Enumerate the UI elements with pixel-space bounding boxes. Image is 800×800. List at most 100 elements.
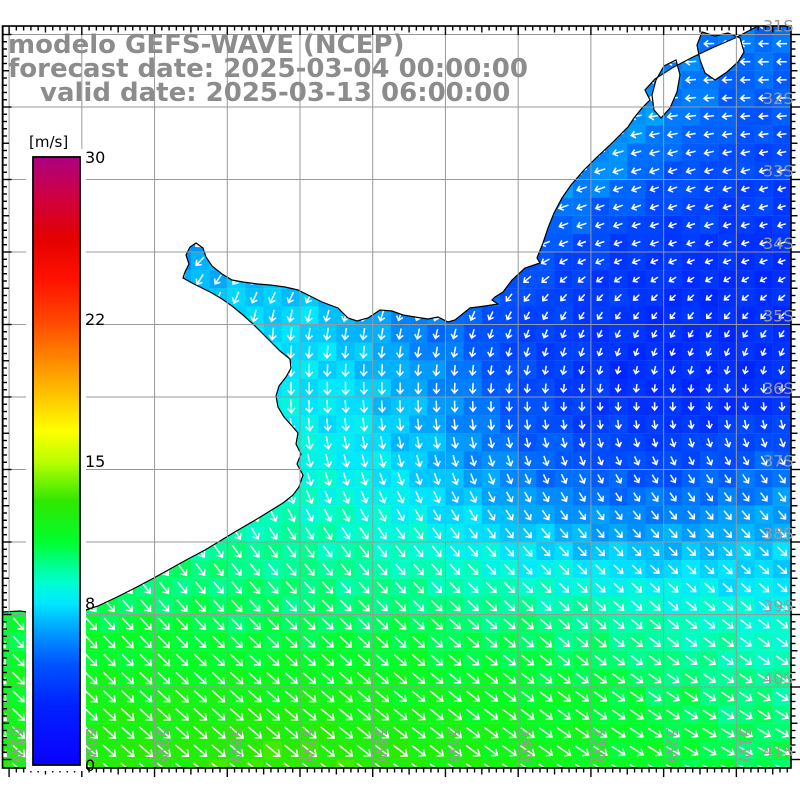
wind-arrow <box>396 382 405 395</box>
wind-arrow <box>793 783 800 791</box>
wind-arrow <box>341 400 350 414</box>
wind-arrow <box>758 600 770 611</box>
wind-arrow <box>665 745 681 757</box>
wind-arrow <box>396 472 405 486</box>
wind-arrow <box>84 671 98 685</box>
wind-arrow <box>487 473 496 485</box>
wind-arrow <box>323 399 332 414</box>
wind-arrow <box>613 546 624 557</box>
wind-arrow <box>266 708 281 721</box>
wind-arrow <box>687 294 695 301</box>
wind-arrow <box>541 527 551 539</box>
wind-arrow <box>705 474 714 484</box>
wind-arrow <box>705 294 713 301</box>
wind-arrow <box>595 258 605 265</box>
wind-arrow <box>612 600 625 611</box>
colorbar-unit-label: [m/s] <box>29 133 68 151</box>
wind-arrow <box>414 364 423 377</box>
wind-arrow <box>560 455 568 467</box>
wind-arrow <box>666 112 678 121</box>
wind-arrow <box>647 709 662 720</box>
wind-arrow <box>740 582 752 593</box>
wind-arrow <box>742 419 750 430</box>
wind-arrow <box>614 419 623 430</box>
wind-arrow <box>323 363 332 377</box>
wind-arrow <box>686 528 696 538</box>
speed-cell <box>100 759 119 768</box>
wind-arrow <box>194 581 206 595</box>
wind-arrow <box>742 402 750 412</box>
wind-arrow <box>723 294 731 301</box>
wind-arrow <box>138 726 153 739</box>
wind-arrow <box>760 329 767 338</box>
wind-arrow <box>597 474 605 484</box>
wind-arrow <box>650 510 659 520</box>
wind-arrow <box>484 782 498 792</box>
wind-arrow <box>559 365 568 376</box>
wind-arrow <box>632 276 641 283</box>
wind-arrow <box>705 510 714 520</box>
wind-arrow <box>376 563 388 576</box>
wind-arrow <box>702 709 717 720</box>
wind-arrow <box>686 258 695 265</box>
wind-arrow <box>630 636 644 648</box>
wind-arrow <box>702 654 717 666</box>
wind-arrow <box>447 762 461 768</box>
wind-arrow <box>302 762 316 768</box>
speed-cell <box>718 778 736 796</box>
wind-arrow <box>739 130 751 139</box>
wind-arrow <box>722 167 732 175</box>
wind-arrow <box>557 654 571 666</box>
wind-arrow <box>411 744 426 757</box>
wind-arrow <box>760 366 768 375</box>
wind-arrow <box>121 635 134 649</box>
wind-arrow <box>212 617 225 630</box>
wind-arrow <box>702 673 717 684</box>
wind-arrow <box>156 707 171 721</box>
wind-arrow <box>414 508 424 522</box>
wind-arrow <box>687 420 695 430</box>
wind-arrow <box>521 618 534 630</box>
wind-arrow <box>578 365 586 375</box>
wind-arrow <box>359 526 369 540</box>
wind-arrow <box>520 690 535 702</box>
wind-arrow <box>412 618 425 630</box>
wind-arrow <box>723 528 733 538</box>
wind-arrow <box>648 691 662 702</box>
wind-arrow <box>796 113 800 119</box>
wind-arrow <box>322 345 332 360</box>
wind-arrow <box>341 436 351 450</box>
wind-arrow <box>667 239 677 247</box>
wind-arrow <box>429 744 445 757</box>
wind-arrow <box>487 329 495 340</box>
wind-arrow <box>575 708 590 721</box>
wind-arrow <box>323 435 332 450</box>
wind-arrow <box>796 131 800 137</box>
wind-arrow <box>469 491 478 504</box>
wind-arrow <box>687 474 695 484</box>
speed-cell <box>154 759 173 768</box>
wind-arrow <box>541 401 550 412</box>
speed-cell <box>790 125 791 144</box>
wind-arrow <box>720 727 735 738</box>
speed-cell <box>81 759 101 768</box>
latitude-label: 32S <box>763 89 794 108</box>
longitude-label: 56W <box>372 727 391 763</box>
wind-arrow <box>284 653 298 667</box>
wind-arrow <box>175 726 190 739</box>
speed-cell <box>790 433 791 452</box>
wind-arrow <box>412 599 425 612</box>
wind-arrow <box>778 347 785 357</box>
wind-arrow <box>138 708 153 721</box>
wind-arrow <box>669 456 677 466</box>
wind-arrow <box>429 672 444 684</box>
longitude-label: 59W <box>154 727 173 763</box>
wind-arrow <box>157 672 171 685</box>
wind-arrow <box>539 672 553 684</box>
wind-arrow <box>103 781 116 793</box>
wind-arrow <box>430 782 443 792</box>
wind-arrow <box>268 291 276 304</box>
wind-arrow <box>139 617 152 631</box>
wind-arrow <box>432 418 441 431</box>
wind-arrow <box>578 383 586 394</box>
